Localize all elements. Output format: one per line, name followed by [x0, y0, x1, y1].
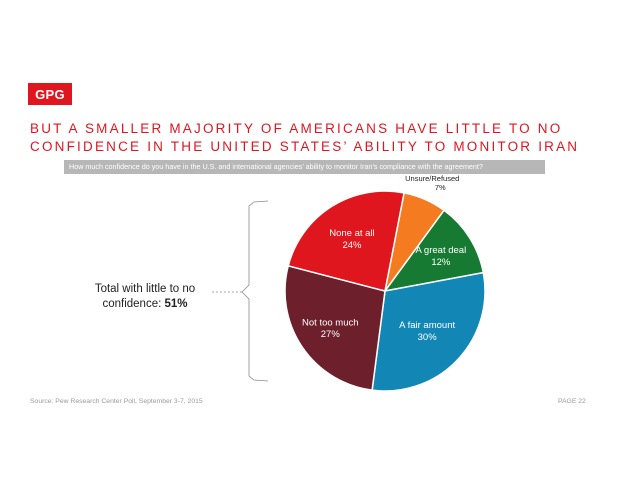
pie-label-unsure-refused: Unsure/Refused — [405, 174, 459, 183]
pie-slice-a-fair-amount — [371, 271, 486, 392]
pie-slice-none-at-all — [287, 190, 405, 292]
pie-slice-a-great-deal — [383, 209, 485, 293]
slide-title-line-1: BUT A SMALLER MAJORITY OF AMERICANS HAVE… — [30, 121, 563, 136]
pie-value-unsure-refused: 7% — [435, 183, 446, 192]
page-number: PAGE 22 — [558, 398, 586, 405]
pie-label-not-too-much: Not too much — [302, 317, 359, 328]
survey-question: How much confidence do you have in the U… — [64, 160, 545, 174]
source-note: Source: Pew Research Center Poll, Septem… — [30, 398, 203, 405]
callout-label: confidence: — [102, 298, 162, 310]
callout-total: Total with little to no confidence: 51% — [80, 282, 210, 312]
callout-value: 51% — [164, 298, 188, 310]
slide-title-line-2: CONFIDENCE IN THE UNITED STATES’ ABILITY… — [30, 139, 580, 154]
pie-value-a-great-deal: 12% — [431, 257, 451, 268]
pie-value-none-at-all: 24% — [342, 240, 362, 251]
pie-value-a-fair-amount: 30% — [418, 332, 438, 343]
pie-label-a-great-deal: A great deal — [415, 245, 466, 256]
gpg-logo: GPG — [28, 83, 72, 105]
pie-slice-not-too-much — [284, 264, 386, 392]
callout-line-2: confidence: 51% — [80, 297, 210, 312]
callout-line-1: Total with little to no — [94, 283, 196, 295]
pie-label-none-at-all: None at all — [329, 228, 374, 239]
slide-title: BUT A SMALLER MAJORITY OF AMERICANS HAVE… — [30, 120, 620, 156]
bracket — [241, 200, 269, 382]
pie-value-not-too-much: 27% — [321, 329, 341, 340]
pie-label-a-fair-amount: A fair amount — [399, 320, 455, 331]
